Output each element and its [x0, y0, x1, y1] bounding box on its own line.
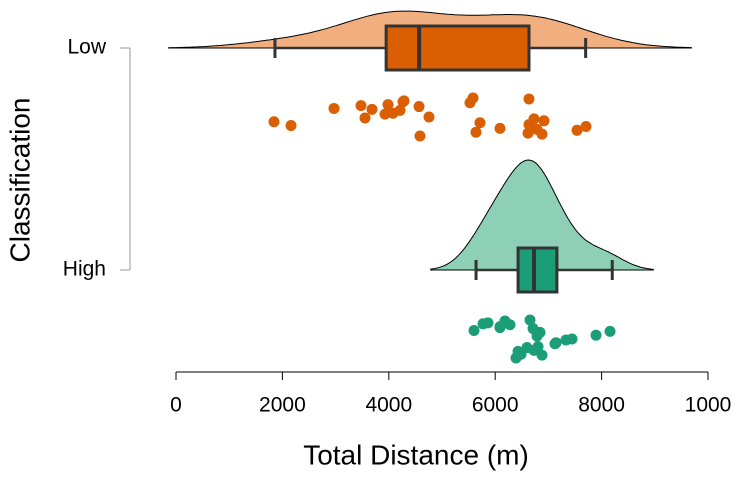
density [430, 159, 654, 271]
point [468, 324, 480, 336]
point [532, 341, 544, 353]
point [382, 99, 394, 111]
point [413, 101, 425, 113]
point [499, 315, 511, 327]
x-tick-label: 0 [170, 394, 182, 417]
point [571, 124, 583, 136]
point [521, 342, 533, 354]
box [384, 24, 531, 72]
point [397, 96, 409, 108]
point [536, 128, 548, 140]
point [470, 126, 482, 138]
point [604, 325, 616, 337]
y-tick-label: High [63, 258, 106, 281]
point [549, 338, 561, 350]
point [538, 115, 550, 127]
point [268, 116, 280, 128]
point [464, 97, 476, 109]
point [414, 130, 426, 142]
point [524, 314, 536, 326]
point [477, 318, 489, 330]
point [474, 117, 486, 129]
point [494, 122, 506, 134]
point [527, 323, 539, 335]
point [366, 103, 378, 115]
point [423, 111, 435, 123]
x-tick-label: 4000 [365, 394, 412, 417]
y-tick-label: Low [67, 36, 106, 59]
point [328, 102, 340, 114]
x-tick-label: 1000 [685, 394, 732, 417]
x-axis-title: Total Distance (m) [303, 439, 529, 470]
point [512, 345, 524, 357]
point [359, 112, 371, 124]
point [536, 349, 548, 361]
y-axis-title: Classification [4, 98, 35, 263]
point [523, 93, 535, 105]
point [355, 100, 367, 112]
x-tick-label: 8000 [578, 394, 625, 417]
point [590, 329, 602, 341]
point [580, 121, 592, 132]
x-tick-label: 2000 [259, 394, 306, 417]
point [560, 334, 572, 346]
x-tick-label: 6000 [472, 394, 519, 417]
point [285, 120, 297, 132]
point [379, 108, 391, 120]
point [528, 113, 540, 125]
box [516, 246, 559, 294]
point [394, 104, 406, 116]
point [522, 127, 534, 139]
